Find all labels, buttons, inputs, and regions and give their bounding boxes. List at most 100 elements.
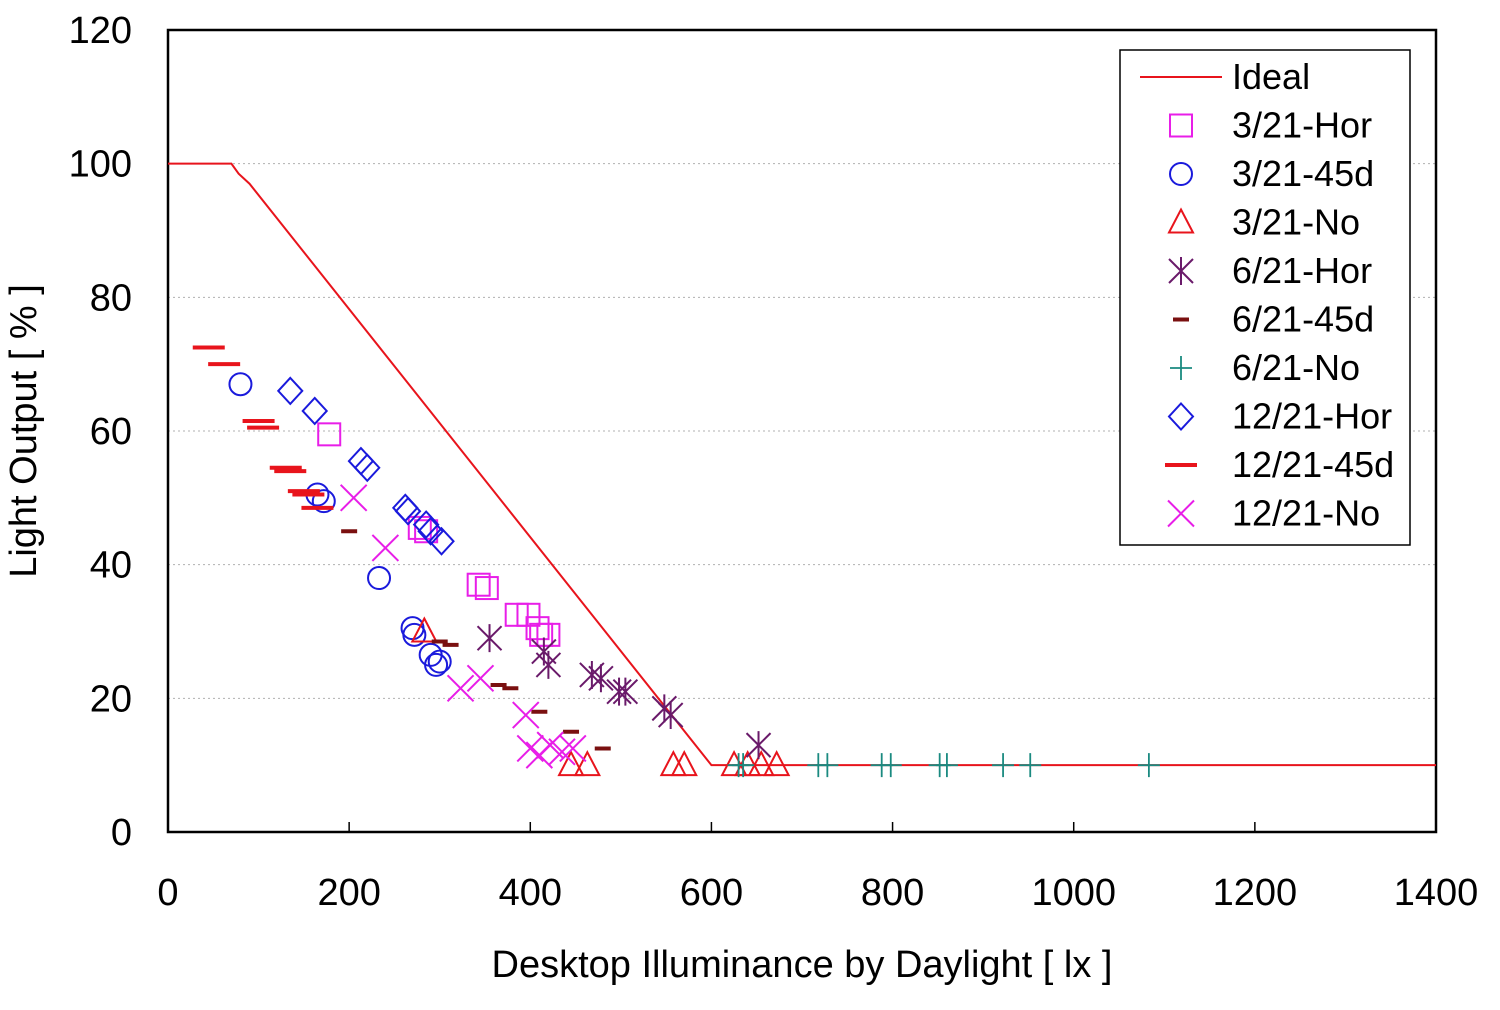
series-3-21-no xyxy=(410,616,791,777)
data-point-3-21-hor xyxy=(317,422,342,447)
legend-swatch xyxy=(1167,207,1195,234)
plot-area xyxy=(166,28,1438,834)
legend-label: Ideal xyxy=(1232,56,1310,97)
y-tick-label: 120 xyxy=(69,10,132,52)
data-point-12-21-hor xyxy=(353,453,381,483)
legend-swatch xyxy=(1170,356,1192,380)
data-point-3-21-45d xyxy=(424,652,449,677)
legend: Ideal 3/21-Hor 3/21-45d 3/21-No 6/21-Hor 6/21… xyxy=(1119,49,1411,546)
data-point-12-21-no xyxy=(559,734,587,763)
legend-swatch xyxy=(1169,113,1193,138)
legend-box xyxy=(1119,49,1411,546)
data-point-3-21-no xyxy=(573,750,601,777)
data-point-3-21-hor xyxy=(474,576,499,601)
data-point-6-21-no xyxy=(1019,753,1042,778)
legend-entry: 12/21-45d xyxy=(1165,444,1394,485)
x-tick-label: 1400 xyxy=(1394,872,1479,914)
x-tick-label: 800 xyxy=(861,872,924,914)
legend-label: 6/21-Hor xyxy=(1232,250,1372,291)
data-point-12-21-no xyxy=(446,674,475,703)
data-point-3-21-no xyxy=(410,616,438,643)
series-6-21-hor xyxy=(476,624,772,760)
legend-entry: 3/21-45d xyxy=(1169,153,1374,194)
data-point-12-21-no xyxy=(339,484,368,512)
data-point-12-21-no xyxy=(548,738,576,766)
x-tick-label: 200 xyxy=(317,872,380,914)
data-point-6-21-no xyxy=(1137,753,1160,778)
data-point-3-21-no xyxy=(720,750,748,777)
data-point-3-21-45d xyxy=(367,566,392,591)
data-point-12-21-hor xyxy=(417,516,445,546)
data-point-6-21-hor xyxy=(606,677,632,706)
data-point-12-21-no xyxy=(371,534,400,562)
x-tick-label: 1000 xyxy=(1031,872,1116,914)
y-tick-label: 40 xyxy=(90,545,132,587)
data-point-6-21-no xyxy=(879,753,902,778)
data-point-6-21-no xyxy=(816,753,839,778)
legend-label: 12/21-Hor xyxy=(1232,396,1392,437)
legend-swatch xyxy=(1169,162,1193,186)
series-6-21-45d xyxy=(341,529,611,751)
legend-label: 3/21-45d xyxy=(1232,153,1374,194)
data-point-3-21-hor xyxy=(414,519,439,544)
legend-swatch xyxy=(1167,402,1195,431)
series-12-21-no xyxy=(339,484,587,769)
y-tick-label: 80 xyxy=(90,277,132,319)
series-12-21-hor xyxy=(276,376,455,556)
data-point-6-21-hor xyxy=(476,624,503,653)
legend-label: 12/21-No xyxy=(1232,493,1380,534)
legend-entry: 12/21-No xyxy=(1167,493,1380,534)
x-tick-label: 400 xyxy=(499,872,562,914)
data-point-12-21-hor xyxy=(412,510,440,540)
y-tick-label: 60 xyxy=(90,411,132,453)
legend-entry: Ideal xyxy=(1140,56,1310,97)
data-point-3-21-hor xyxy=(516,602,541,627)
data-point-3-21-45d xyxy=(427,649,452,674)
data-point-6-21-hor xyxy=(612,677,639,706)
data-point-6-21-no xyxy=(992,753,1015,778)
series-6-21-no xyxy=(727,753,1160,778)
x-tick-label: 1200 xyxy=(1213,872,1298,914)
y-tick-label: 100 xyxy=(69,144,132,186)
legend-swatch xyxy=(1167,499,1195,528)
data-point-6-21-hor xyxy=(657,701,684,730)
x-tick-label: 0 xyxy=(157,872,178,914)
data-point-12-21-hor xyxy=(276,376,304,406)
y-axis-title: Light Output [ % ] xyxy=(3,284,45,578)
legend-swatch xyxy=(1168,257,1194,285)
data-point-3-21-hor xyxy=(466,572,491,597)
legend-label: 6/21-No xyxy=(1232,347,1360,388)
data-point-3-21-45d xyxy=(402,622,427,647)
legend-label: 3/21-Hor xyxy=(1232,105,1372,146)
data-point-3-21-45d xyxy=(228,372,253,397)
data-point-3-21-no xyxy=(747,750,775,777)
data-point-3-21-no xyxy=(557,750,585,777)
data-point-12-21-no xyxy=(466,664,495,692)
y-tick-label: 0 xyxy=(111,812,132,854)
x-tick-label: 600 xyxy=(680,872,743,914)
legend-entry: 3/21-No xyxy=(1167,202,1360,243)
y-tick-label: 20 xyxy=(90,678,132,720)
x-axis-title: Desktop Illuminance by Daylight [ lx ] xyxy=(492,944,1113,986)
legend-entry: 6/21-Hor xyxy=(1168,250,1372,291)
series-12-21-45d xyxy=(192,345,334,510)
data-point-12-21-hor xyxy=(428,526,455,556)
data-point-3-21-no xyxy=(734,750,762,777)
data-point-6-21-no xyxy=(732,753,755,778)
data-point-12-21-no xyxy=(512,701,540,729)
data-point-6-21-hor xyxy=(745,731,772,760)
data-point-3-21-no xyxy=(670,750,698,777)
legend-label: 6/21-45d xyxy=(1232,299,1374,340)
legend-entry: 6/21-No xyxy=(1170,347,1360,388)
data-point-3-21-hor xyxy=(407,515,432,540)
data-point-6-21-hor xyxy=(579,660,605,689)
data-point-12-21-hor xyxy=(394,496,422,526)
data-point-6-21-hor xyxy=(588,664,614,693)
legend-label: 3/21-No xyxy=(1232,202,1360,243)
series-layer xyxy=(168,162,1436,778)
legend-entry: 3/21-Hor xyxy=(1169,105,1372,146)
legend-label: 12/21-45d xyxy=(1232,444,1394,485)
data-point-3-21-45d xyxy=(311,489,336,514)
